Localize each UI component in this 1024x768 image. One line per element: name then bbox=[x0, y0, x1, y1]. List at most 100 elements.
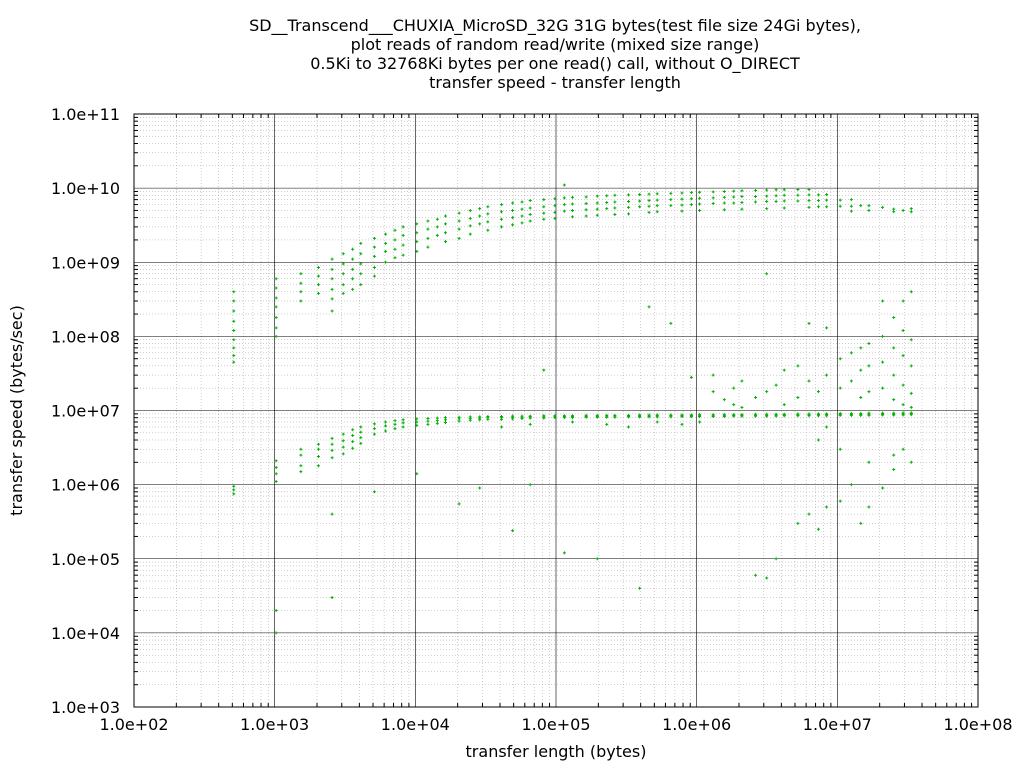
data-point bbox=[486, 212, 490, 216]
data-point bbox=[499, 425, 503, 429]
data-point bbox=[689, 375, 693, 379]
data-point bbox=[499, 217, 503, 221]
data-point bbox=[892, 453, 896, 457]
title-line-4: transfer speed - transfer length bbox=[429, 73, 681, 92]
data-point bbox=[330, 287, 334, 291]
data-point bbox=[299, 470, 303, 474]
data-point bbox=[669, 198, 673, 202]
data-point bbox=[299, 272, 303, 276]
data-point bbox=[881, 386, 885, 390]
data-point bbox=[732, 201, 736, 205]
data-point bbox=[372, 265, 376, 269]
data-point bbox=[359, 430, 363, 434]
data-point bbox=[553, 197, 557, 201]
data-point bbox=[359, 425, 363, 429]
data-point bbox=[542, 217, 546, 221]
data-point bbox=[595, 201, 599, 205]
data-point bbox=[426, 419, 430, 423]
data-point bbox=[415, 423, 419, 427]
data-point bbox=[499, 210, 503, 214]
data-points bbox=[232, 183, 913, 635]
data-point bbox=[435, 416, 439, 420]
data-point bbox=[351, 267, 355, 271]
data-point bbox=[754, 573, 758, 577]
data-point bbox=[867, 460, 871, 464]
data-point bbox=[511, 417, 515, 421]
data-point bbox=[892, 346, 896, 350]
data-point bbox=[584, 415, 588, 419]
data-point bbox=[426, 227, 430, 231]
data-point bbox=[711, 190, 715, 194]
data-point bbox=[655, 198, 659, 202]
data-point bbox=[859, 521, 863, 525]
data-point bbox=[647, 415, 651, 419]
data-point bbox=[359, 283, 363, 287]
data-point bbox=[486, 417, 490, 421]
data-point bbox=[796, 187, 800, 191]
y-tick-label: 1.0e+10 bbox=[51, 179, 120, 198]
data-point bbox=[849, 351, 853, 355]
data-point bbox=[415, 249, 419, 253]
data-point bbox=[401, 233, 405, 237]
data-point bbox=[274, 334, 278, 338]
data-point bbox=[372, 245, 376, 249]
data-point bbox=[511, 208, 515, 212]
data-point bbox=[384, 424, 388, 428]
data-point bbox=[415, 240, 419, 244]
data-point bbox=[825, 198, 829, 202]
data-point bbox=[838, 447, 842, 451]
data-point bbox=[909, 413, 913, 417]
data-point bbox=[468, 232, 472, 236]
data-point bbox=[807, 187, 811, 191]
data-point bbox=[732, 195, 736, 199]
data-point bbox=[457, 236, 461, 240]
data-point bbox=[605, 207, 609, 211]
data-point bbox=[274, 631, 278, 635]
title-line-1: SD__Transcend___CHUXIA_MicroSD_32G 31G b… bbox=[249, 16, 861, 35]
data-point bbox=[426, 219, 430, 223]
data-point bbox=[232, 354, 236, 358]
data-point bbox=[825, 414, 829, 418]
data-point bbox=[232, 309, 236, 313]
data-point bbox=[426, 236, 430, 240]
data-point bbox=[457, 219, 461, 223]
data-point bbox=[647, 204, 651, 208]
data-point bbox=[859, 413, 863, 417]
data-point bbox=[299, 464, 303, 468]
data-point bbox=[816, 414, 820, 418]
data-point bbox=[393, 238, 397, 242]
data-point bbox=[520, 207, 524, 211]
data-point bbox=[232, 492, 236, 496]
data-point bbox=[838, 198, 842, 202]
data-point bbox=[909, 207, 913, 211]
data-point bbox=[722, 195, 726, 199]
data-point bbox=[849, 204, 853, 208]
data-point bbox=[359, 241, 363, 245]
data-point bbox=[774, 414, 778, 418]
data-point bbox=[232, 360, 236, 364]
data-point bbox=[330, 442, 334, 446]
data-point bbox=[330, 277, 334, 281]
data-point bbox=[499, 225, 503, 229]
data-point bbox=[680, 414, 684, 418]
data-point bbox=[499, 203, 503, 207]
data-point bbox=[740, 200, 744, 204]
data-point bbox=[892, 413, 896, 417]
data-point bbox=[274, 466, 278, 470]
axis-ticks bbox=[134, 114, 978, 707]
data-point bbox=[782, 199, 786, 203]
data-point bbox=[542, 205, 546, 209]
data-point bbox=[274, 296, 278, 300]
data-point bbox=[901, 208, 905, 212]
data-point bbox=[655, 204, 659, 208]
data-point bbox=[825, 205, 829, 209]
data-point bbox=[457, 227, 461, 231]
data-point bbox=[838, 357, 842, 361]
data-point bbox=[528, 213, 532, 217]
data-point bbox=[528, 219, 532, 223]
data-point bbox=[584, 195, 588, 199]
data-point bbox=[330, 448, 334, 452]
data-point bbox=[372, 427, 376, 431]
data-point bbox=[765, 194, 769, 198]
data-point bbox=[881, 413, 885, 417]
